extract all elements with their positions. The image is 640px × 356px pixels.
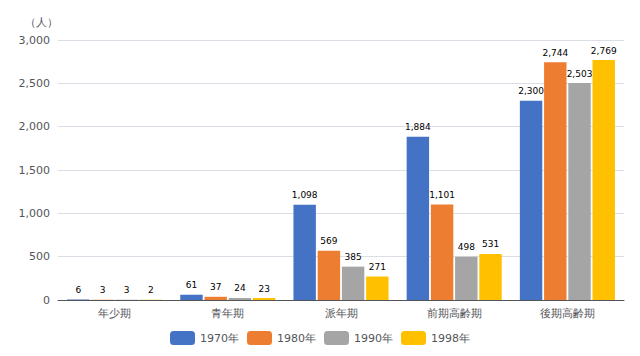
- svg-text:1970年: 1970年: [200, 332, 239, 345]
- svg-text:1990年: 1990年: [354, 332, 393, 345]
- svg-text:3: 3: [124, 285, 130, 295]
- svg-text:3,000: 3,000: [19, 34, 51, 47]
- svg-text:年少期: 年少期: [98, 307, 131, 320]
- svg-text:2,500: 2,500: [19, 77, 51, 90]
- svg-text:24: 24: [234, 283, 246, 293]
- svg-text:後期高齢期: 後期高齢期: [540, 307, 595, 320]
- svg-text:385: 385: [345, 252, 362, 262]
- svg-text:前期高齢期: 前期高齢期: [427, 307, 482, 320]
- svg-text:1980年: 1980年: [277, 332, 316, 345]
- svg-text:3: 3: [100, 285, 106, 295]
- svg-text:（人）: （人）: [25, 16, 58, 29]
- svg-text:498: 498: [458, 242, 475, 252]
- svg-text:1,101: 1,101: [429, 190, 455, 200]
- svg-text:派年期: 派年期: [325, 307, 358, 320]
- svg-text:569: 569: [320, 236, 337, 246]
- svg-text:37: 37: [210, 282, 221, 292]
- svg-text:2,503: 2,503: [567, 69, 593, 79]
- svg-text:61: 61: [186, 280, 197, 290]
- svg-text:531: 531: [482, 239, 499, 249]
- svg-text:1,884: 1,884: [405, 122, 431, 132]
- svg-text:0: 0: [43, 294, 50, 307]
- svg-text:1998年: 1998年: [431, 332, 470, 345]
- svg-text:1,000: 1,000: [19, 207, 51, 220]
- svg-text:1,098: 1,098: [292, 190, 318, 200]
- svg-text:2,300: 2,300: [518, 86, 544, 96]
- svg-text:6: 6: [75, 285, 81, 295]
- svg-text:2,769: 2,769: [591, 46, 617, 56]
- svg-text:2: 2: [148, 285, 154, 295]
- svg-text:2,744: 2,744: [542, 48, 568, 58]
- svg-text:1,500: 1,500: [19, 164, 51, 177]
- svg-text:23: 23: [258, 284, 269, 294]
- svg-text:271: 271: [369, 262, 386, 272]
- svg-text:500: 500: [29, 250, 50, 263]
- svg-text:青年期: 青年期: [211, 307, 244, 320]
- svg-text:2,000: 2,000: [19, 120, 51, 133]
